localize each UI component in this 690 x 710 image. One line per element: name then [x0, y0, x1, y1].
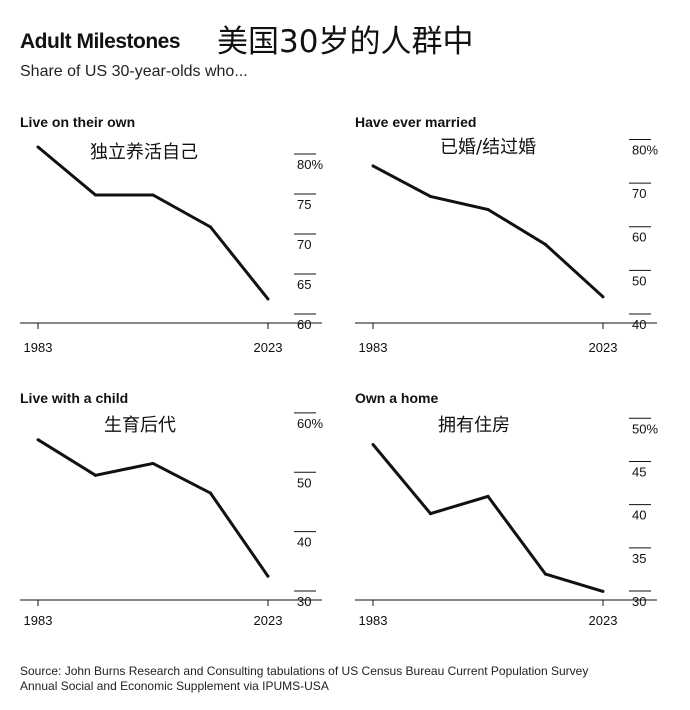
y-tick-label: 60 [632, 230, 646, 245]
data-point [266, 297, 270, 301]
y-tick-label: 60 [297, 317, 311, 332]
data-point [94, 193, 97, 197]
panel-title-cn-child: 生育后代 [104, 415, 176, 436]
y-tick-label: 45 [632, 464, 646, 479]
source-line-2: Annual Social and Economic Supplement vi… [20, 679, 329, 693]
page-title-chinese: 美国30岁的人群中 [217, 24, 474, 60]
source-note: Source: John Burns Research and Consulti… [20, 664, 680, 694]
data-point [486, 494, 490, 498]
y-tick-label: 60% [297, 416, 323, 431]
series-line [371, 443, 604, 593]
data-point [601, 589, 605, 593]
panel-title-home: Own a home [355, 390, 439, 406]
x-tick-label: 1983 [359, 340, 388, 355]
x-tick-label: 2023 [589, 613, 618, 628]
x-tick-label: 2023 [254, 613, 283, 628]
y-tick-label: 40 [297, 535, 311, 550]
panel-title-cn-home: 拥有住房 [438, 415, 510, 436]
data-point [544, 242, 547, 246]
series-line [37, 145, 270, 300]
y-tick-label: 30 [297, 594, 311, 609]
panel-title-cn-married: 已婚/结过婚 [440, 137, 537, 158]
y-tick-label: 30 [632, 594, 646, 609]
small-multiples-chart: 1983 2023 80% 75 70 65 60 1983 2023 80% 70 60 50 40 19… [20, 138, 658, 628]
y-tick-label: 80% [632, 142, 658, 157]
page-subtitle: Share of US 30-year-olds who... [20, 63, 248, 80]
x-tick-label: 1983 [24, 613, 53, 628]
y-tick-label: 40 [632, 508, 646, 523]
data-point [266, 574, 270, 578]
panel-title-child: Live with a child [20, 390, 129, 406]
data-point [544, 572, 547, 576]
data-point [429, 194, 432, 198]
data-point [486, 208, 490, 212]
page-title: Adult Milestones [20, 30, 181, 53]
data-point [36, 438, 40, 442]
x-tick-label: 2023 [589, 340, 618, 355]
data-point [209, 225, 212, 229]
series-line [37, 438, 270, 578]
x-tick-label: 2023 [254, 340, 283, 355]
x-tick-label: 1983 [24, 340, 53, 355]
source-line-1: Source: John Burns Research and Consulti… [20, 664, 589, 678]
data-point [151, 193, 155, 197]
y-tick-label: 70 [632, 186, 646, 201]
y-tick-label: 35 [632, 551, 646, 566]
y-tick-label: 65 [297, 277, 311, 292]
y-tick-label: 50% [632, 421, 658, 436]
data-point [36, 145, 40, 149]
data-point [94, 473, 97, 477]
y-tick-label: 40 [632, 317, 646, 332]
y-tick-label: 75 [297, 197, 311, 212]
data-point [151, 461, 155, 465]
panel-title-cn-live-on-own: 独立养活自己 [90, 142, 198, 163]
y-tick-label: 80% [297, 157, 323, 172]
y-tick-label: 50 [297, 475, 311, 490]
data-point [371, 443, 375, 447]
panel-title-married: Have ever married [355, 114, 477, 130]
data-point [209, 491, 212, 495]
data-point [429, 512, 432, 516]
x-tick-label: 1983 [359, 613, 388, 628]
panel-title-live-on-own: Live on their own [20, 114, 136, 130]
series-line [372, 164, 605, 298]
data-point [601, 295, 605, 299]
y-tick-label: 50 [632, 273, 646, 288]
y-tick-label: 70 [297, 237, 311, 252]
data-point [371, 164, 375, 168]
